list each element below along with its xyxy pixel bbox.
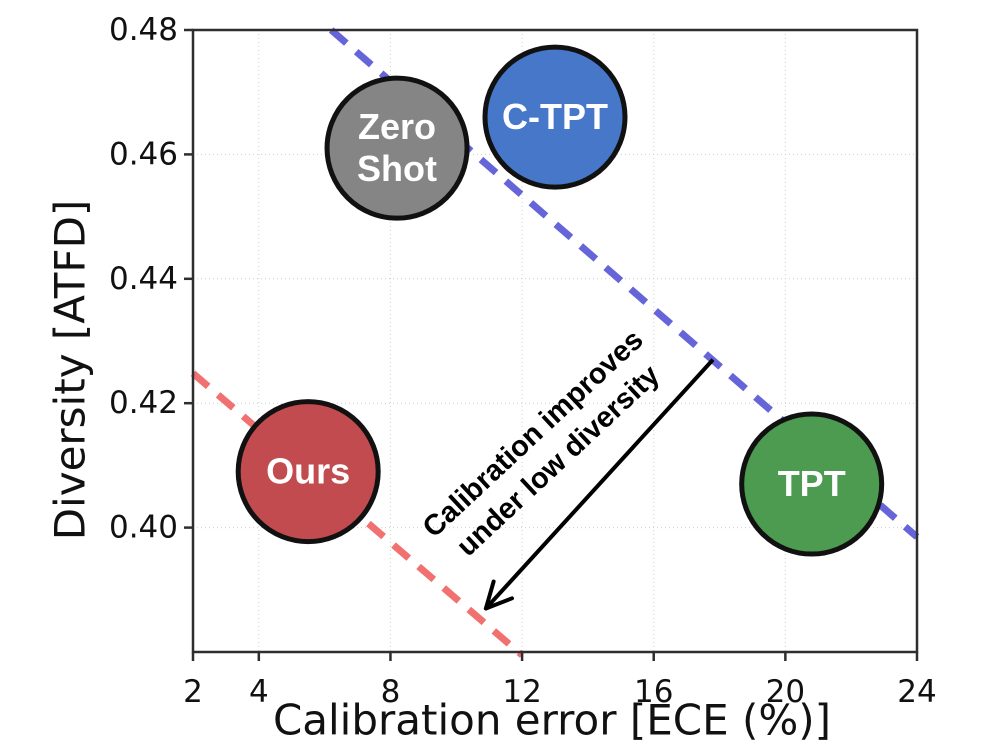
x-tick-label: 12	[502, 674, 541, 710]
x-tick-label: 24	[897, 674, 936, 710]
bubble-label-line: Ours	[266, 451, 350, 492]
zero-shot-bubble-label: Zero Shot	[357, 106, 437, 189]
data-point-zero-shot: Zero Shot	[324, 75, 470, 221]
annotation-arrow-shaft	[484, 358, 715, 610]
y-tick-label: 0.46	[109, 136, 178, 172]
ours-bubble-label: Ours	[266, 451, 350, 492]
plot-border	[191, 28, 919, 654]
plot-background-layer: Calibration improvesunder low diversity Z…	[190, 27, 920, 658]
y-tick-label: 0.40	[109, 510, 178, 546]
x-axis-label: Calibration error [ECE (%)]	[273, 696, 831, 745]
x-tick-label: 8	[381, 674, 401, 710]
x-tick-label: 16	[634, 674, 673, 710]
bubble-label-line: Shot	[357, 148, 437, 189]
annotation-arrow-head	[483, 579, 496, 611]
tpt-bubble	[739, 411, 885, 557]
y-tick-label: 0.42	[109, 385, 178, 421]
bubble-label-line: Zero	[358, 106, 436, 147]
annotation-text-line: Calibration improves	[417, 324, 650, 544]
x-tick-label: 20	[766, 674, 805, 710]
data-point-c-tpt: C-TPT	[482, 44, 628, 190]
c-tpt-bubble	[482, 44, 628, 190]
x-tick-label: 4	[249, 674, 269, 710]
y-tick-label: 0.48	[109, 12, 178, 48]
y-axis-label: Diversity [ATFD]	[46, 200, 95, 541]
x-tick-label: 2	[183, 674, 203, 710]
ours-bubble	[235, 399, 381, 545]
annotation-arrow-head	[483, 596, 514, 611]
tpt-bubble-label: TPT	[778, 463, 846, 504]
annotation-text: Calibration improvesunder low diversity	[417, 324, 675, 571]
c-tpt-bubble-label: C-TPT	[502, 96, 608, 137]
y-tick-label: 0.44	[109, 261, 178, 297]
zero-shot-bubble	[324, 75, 470, 221]
bubble-label-line: TPT	[778, 463, 846, 504]
bubble-label-line: C-TPT	[502, 96, 608, 137]
data-point-tpt: TPT	[739, 411, 885, 557]
data-point-ours: Ours	[235, 399, 381, 545]
